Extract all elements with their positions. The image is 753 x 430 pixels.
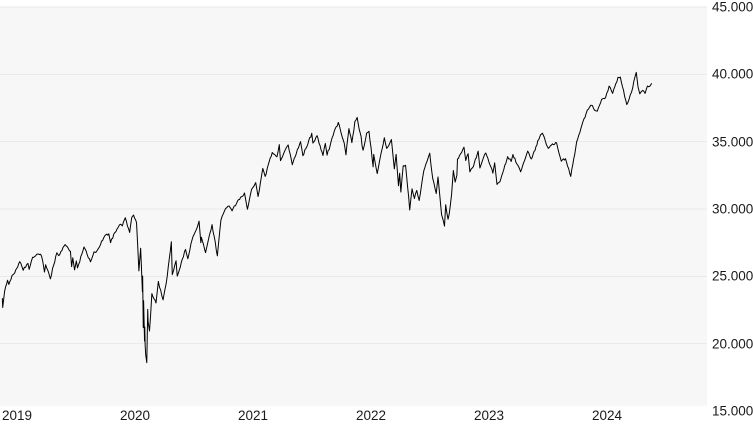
x-axis-label: 2024	[592, 408, 623, 423]
y-axis-label: 15.000	[712, 403, 753, 419]
x-axis-label: 2019	[2, 408, 33, 423]
plot-background	[0, 7, 707, 406]
x-axis-label: 2021	[238, 408, 269, 423]
y-axis-label: 40.000	[712, 66, 753, 82]
y-axis-label: 30.000	[712, 201, 753, 217]
x-axis-label: 2023	[474, 408, 505, 423]
x-axis-label: 2022	[356, 408, 387, 423]
y-axis-label: 25.000	[712, 268, 753, 284]
y-axis-label: 45.000	[712, 0, 753, 15]
y-axis-label: 35.000	[712, 133, 753, 149]
y-axis-label: 20.000	[712, 335, 753, 351]
price-line	[1, 71, 653, 364]
x-axis-label: 2020	[120, 408, 151, 423]
